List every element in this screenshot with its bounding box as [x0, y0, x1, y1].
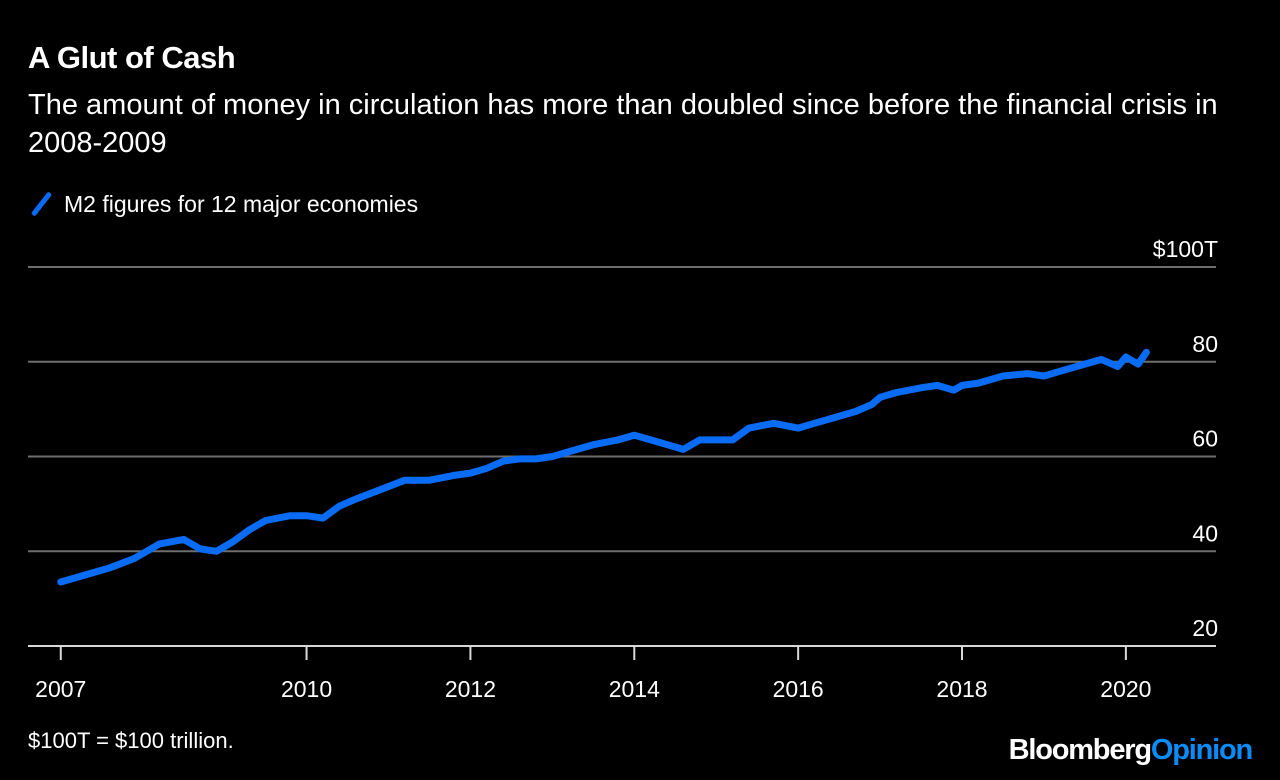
chart-title: A Glut of Cash	[28, 40, 236, 75]
chart-legend: M2 figures for 12 major economies	[30, 188, 418, 220]
y-tick-label: 80	[1192, 331, 1218, 357]
x-tick-label: 2014	[609, 676, 660, 702]
x-tick-label: 2020	[1100, 676, 1151, 702]
bloomberg-opinion-logo: BloombergOpinion	[1008, 734, 1254, 767]
grid-lines	[28, 266, 1216, 553]
x-tick-label: 2010	[281, 676, 332, 702]
x-tick-label: 2012	[445, 676, 496, 702]
x-tick-label: 2007	[35, 676, 86, 702]
y-tick-label: $100T	[1153, 236, 1218, 262]
series-layer	[57, 348, 1150, 586]
footnote: $100T = $100 trillion.	[28, 728, 234, 753]
x-tick-label: 2016	[773, 676, 824, 702]
chart-subtitle: The amount of money in circulation has m…	[28, 89, 1218, 159]
y-tick-label: 60	[1192, 426, 1218, 452]
x-axis-ticks: 2007 2010 2012 2014 2016 2018 2020	[28, 645, 1216, 702]
y-axis-ticks: $100T 80 60 40 20	[1153, 236, 1218, 641]
y-tick-label: 40	[1192, 520, 1218, 546]
x-tick-label: 2018	[936, 676, 987, 702]
series-line-m2	[57, 348, 1150, 586]
brand-part1: Bloomberg	[1008, 734, 1152, 766]
brand-part2: Opinion	[1150, 734, 1253, 766]
legend-label: M2 figures for 12 major economies	[64, 190, 419, 217]
y-tick-label: 20	[1192, 615, 1218, 641]
